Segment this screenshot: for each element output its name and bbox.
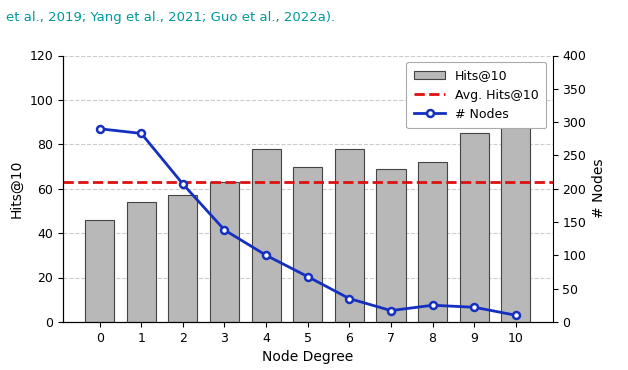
Text: et al., 2019; Yang et al., 2021; Guo et al., 2022a).: et al., 2019; Yang et al., 2021; Guo et … [6,11,335,24]
Bar [293,166,322,322]
Bar [210,182,239,322]
Bar [127,202,156,322]
X-axis label: Node Degree: Node Degree [262,350,354,364]
Bar [418,162,447,322]
Y-axis label: # Nodes: # Nodes [592,159,606,218]
Bar [85,220,114,322]
Bar [460,133,489,322]
Y-axis label: Hits@10: Hits@10 [9,159,24,218]
Legend: Hits@10, Avg. Hits@10, # Nodes: Hits@10, Avg. Hits@10, # Nodes [406,62,546,128]
Bar [501,111,531,322]
Bar [252,149,281,322]
Bar [335,149,364,322]
Bar [376,169,406,322]
Bar [168,195,197,322]
